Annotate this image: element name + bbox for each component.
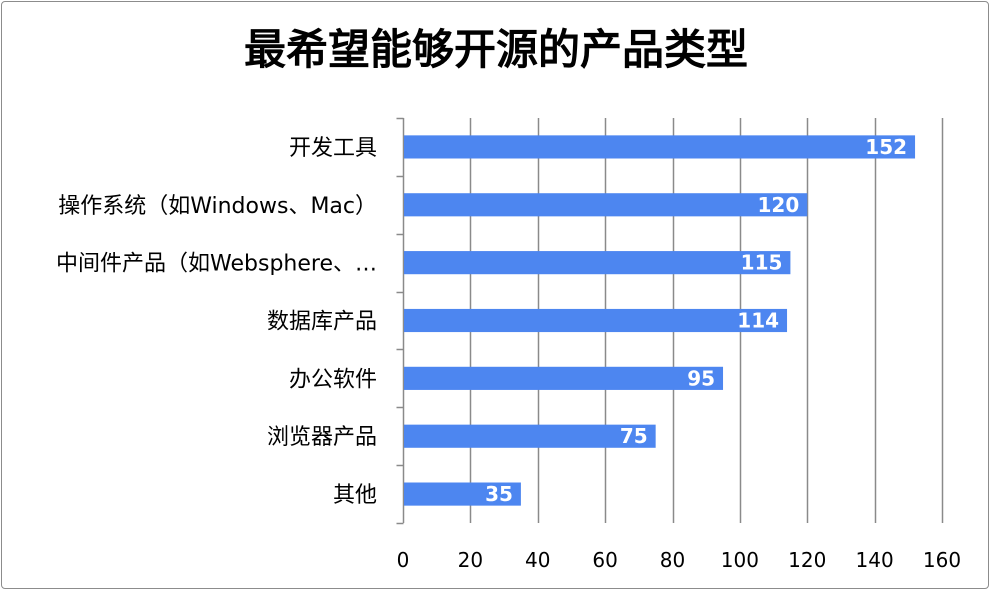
data-label-0: 152 [865,135,907,159]
x-tick-label-140: 140 [856,548,894,572]
x-tick-label-20: 20 [458,548,483,572]
bar-1 [404,193,808,217]
x-tick-label-60: 60 [592,548,617,572]
data-label-1: 120 [758,193,800,217]
chart-title: 最希望能够开源的产品类型 [243,25,748,74]
category-label-0: 开发工具 [289,136,377,161]
category-label-3: 数据库产品 [267,310,377,335]
category-label-1: 操作系统（如Windows、Mac） [58,194,377,219]
bar-5 [404,424,656,448]
bar-4 [404,366,724,390]
bar-6 [404,482,521,506]
bar-0 [404,135,916,159]
x-tick-label-0: 0 [397,548,410,572]
x-tick-label-120: 120 [788,548,826,572]
x-tick-label-160: 160 [923,548,961,572]
data-label-5: 75 [620,424,648,448]
x-tick-label-100: 100 [721,548,759,572]
x-tick-label-40: 40 [525,548,550,572]
bar-2 [404,251,791,275]
data-label-4: 95 [687,366,715,390]
data-label-6: 35 [485,482,513,506]
bar-3 [404,308,788,333]
data-label-3: 114 [737,309,779,333]
category-label-5: 浏览器产品 [267,425,377,450]
category-label-4: 办公软件 [289,367,377,392]
x-tick-label-80: 80 [660,548,685,572]
category-label-6: 其他 [333,483,377,508]
category-label-2: 中间件产品（如Websphere、… [56,252,377,277]
data-label-2: 115 [741,251,783,275]
